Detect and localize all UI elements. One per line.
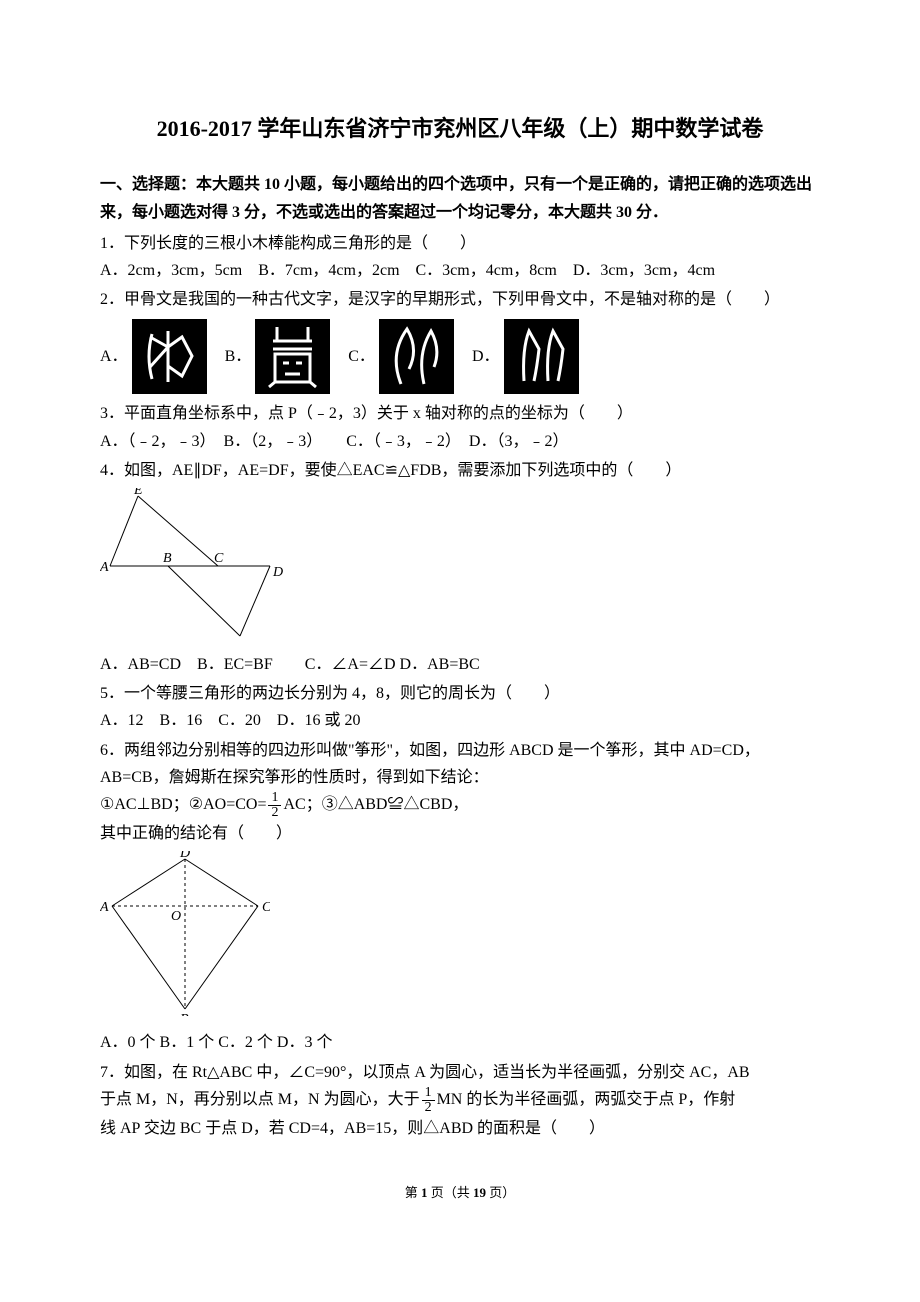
question-1: 1．下列长度的三根小木棒能构成三角形的是（ ） A．2cm，3cm，5cm B．… xyxy=(100,230,820,284)
q2-opt-d-label: D． xyxy=(472,343,500,370)
q6-text1: 6．两组邻边分别相等的四边形叫做"筝形"，如图，四边形 ABCD 是一个筝形，其… xyxy=(100,737,820,791)
svg-text:D: D xyxy=(179,851,190,861)
svg-text:D: D xyxy=(272,565,283,580)
footer-pre: 第 xyxy=(405,1185,421,1200)
question-5: 5．一个等腰三角形的两边长分别为 4，8，则它的周长为（ ） A．12 B．16… xyxy=(100,680,820,734)
q6-figure: D A C O B xyxy=(100,851,820,1025)
q4-options: A．AB=CD B．EC=BF C．∠A=∠D D．AB=BC xyxy=(100,651,820,678)
q2-text: 2．甲骨文是我国的一种古代文字，是汉字的早期形式，下列甲骨文中，不是轴对称的是（… xyxy=(100,286,820,313)
q5-text: 5．一个等腰三角形的两边长分别为 4，8，则它的周长为（ ） xyxy=(100,680,820,707)
question-3: 3．平面直角坐标系中，点 P（﹣2，3）关于 x 轴对称的点的坐标为（ ） A．… xyxy=(100,400,820,454)
q1-text: 1．下列长度的三根小木棒能构成三角形的是（ ） xyxy=(100,230,820,257)
page-footer: 第 1 页（共 19 页） xyxy=(100,1182,820,1204)
q2-opt-c-icon xyxy=(379,319,454,394)
q2-opt-a-icon xyxy=(132,319,207,394)
q6-options: A．0 个 B．1 个 C．2 个 D．3 个 xyxy=(100,1029,820,1056)
q7-text3: 线 AP 交边 BC 于点 D，若 CD=4，AB=15，则△ABD 的面积是（… xyxy=(100,1115,820,1142)
q2-option-a: A． xyxy=(100,319,207,394)
svg-text:O: O xyxy=(171,909,181,924)
svg-text:C: C xyxy=(214,551,224,566)
svg-text:C: C xyxy=(262,900,270,915)
svg-text:A: A xyxy=(100,900,109,915)
q2-option-c: C． xyxy=(348,319,454,394)
footer-post: 页） xyxy=(486,1185,515,1200)
q2-opt-d-icon xyxy=(504,319,579,394)
footer-mid: 页（共 xyxy=(427,1185,473,1200)
q2-opt-b-icon xyxy=(255,319,330,394)
fraction-half-2: 12 xyxy=(422,1086,435,1115)
q7-text1: 7．如图，在 Rt△ABC 中，∠C=90°，以顶点 A 为圆心，适当长为半径画… xyxy=(100,1059,820,1086)
svg-text:A: A xyxy=(100,560,109,575)
svg-text:E: E xyxy=(133,488,143,498)
q7-text2: 于点 M，N，再分别以点 M，N 为圆心，大于12MN 的长为半径画弧，两弧交于… xyxy=(100,1086,820,1115)
q6-text3: 其中正确的结论有（ ） xyxy=(100,820,820,847)
question-4: 4．如图，AE∥DF，AE=DF，要使△EAC≌△FDB，需要添加下列选项中的（… xyxy=(100,457,820,679)
footer-total: 19 xyxy=(473,1185,486,1200)
svg-text:B: B xyxy=(163,551,172,566)
q6-text2-post: AC；③△ABD≌△CBD， xyxy=(283,796,468,813)
q1-options: A．2cm，3cm，5cm B．7cm，4cm，2cm C．3cm，4cm，8c… xyxy=(100,257,820,284)
svg-text:B: B xyxy=(180,1012,189,1016)
q5-options: A．12 B．16 C．20 D．16 或 20 xyxy=(100,707,820,734)
exam-title: 2016-2017 学年山东省济宁市兖州区八年级（上）期中数学试卷 xyxy=(100,110,820,147)
section-header: 一、选择题：本大题共 10 小题，每小题给出的四个选项中，只有一个是正确的，请把… xyxy=(100,171,820,225)
q4-text: 4．如图，AE∥DF，AE=DF，要使△EAC≌△FDB，需要添加下列选项中的（… xyxy=(100,457,820,484)
question-7: 7．如图，在 Rt△ABC 中，∠C=90°，以顶点 A 为圆心，适当长为半径画… xyxy=(100,1059,820,1142)
q2-opt-b-label: B． xyxy=(225,343,252,370)
q3-text: 3．平面直角坐标系中，点 P（﹣2，3）关于 x 轴对称的点的坐标为（ ） xyxy=(100,400,820,427)
q6-text2: ①AC⊥BD；②AO=CO=12AC；③△ABD≌△CBD， xyxy=(100,791,820,820)
q7-text2-pre: 于点 M，N，再分别以点 M，N 为圆心，大于 xyxy=(100,1091,420,1108)
q2-options-row: A． B． xyxy=(100,319,820,394)
q4-figure: EABCDF xyxy=(100,488,820,647)
q2-opt-c-label: C． xyxy=(348,343,375,370)
question-2: 2．甲骨文是我国的一种古代文字，是汉字的早期形式，下列甲骨文中，不是轴对称的是（… xyxy=(100,286,820,394)
question-6: 6．两组邻边分别相等的四边形叫做"筝形"，如图，四边形 ABCD 是一个筝形，其… xyxy=(100,737,820,1057)
q7-text2-post: MN 的长为半径画弧，两弧交于点 P，作射 xyxy=(437,1091,736,1108)
q2-option-d: D． xyxy=(472,319,579,394)
q3-options: A．（﹣2，﹣3） B．（2，﹣3） C．（﹣3，﹣2） D．（3，﹣2） xyxy=(100,428,820,455)
fraction-half-1: 12 xyxy=(268,791,281,820)
q2-opt-a-label: A． xyxy=(100,343,128,370)
q2-option-b: B． xyxy=(225,319,331,394)
q6-text2-pre: ①AC⊥BD；②AO=CO= xyxy=(100,796,266,813)
